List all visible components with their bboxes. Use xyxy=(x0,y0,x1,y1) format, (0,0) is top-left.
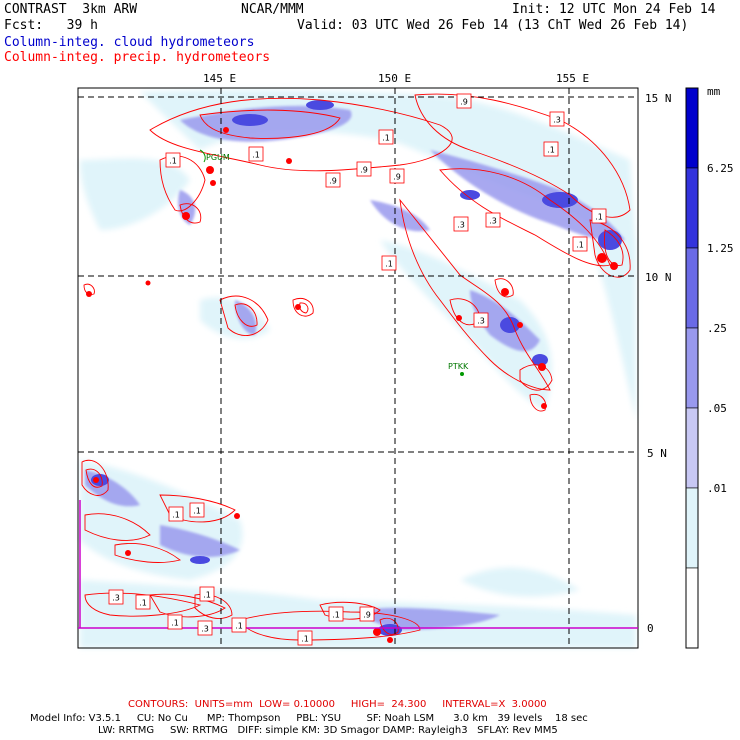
lon-label-150: 150 E xyxy=(378,72,411,85)
svg-text:.9: .9 xyxy=(393,173,401,182)
svg-text:.9: .9 xyxy=(360,166,368,175)
lon-label-155: 155 E xyxy=(556,72,589,85)
svg-text:.3: .3 xyxy=(201,625,209,634)
contour-label: .1 xyxy=(190,503,204,517)
contour-label: .3 xyxy=(550,112,564,126)
legend-swatch xyxy=(686,328,698,408)
svg-text:.1: .1 xyxy=(139,599,147,608)
lat-label-15n: 15 N xyxy=(645,92,672,105)
contour-label: .1 xyxy=(249,147,263,161)
contour-label: .1 xyxy=(592,209,606,223)
station-pgum: PGUM xyxy=(206,153,230,162)
contour-label: .3 xyxy=(474,313,488,327)
svg-text:.1: .1 xyxy=(382,134,390,143)
legend-swatch xyxy=(686,488,698,568)
svg-text:.9: .9 xyxy=(329,177,337,186)
lat-label-10n: 10 N xyxy=(645,271,672,284)
legend-swatch xyxy=(686,88,698,168)
svg-text:.1: .1 xyxy=(203,591,211,600)
contour-label: .1 xyxy=(298,631,312,645)
svg-text:.1: .1 xyxy=(301,635,309,644)
svg-text:.1: .1 xyxy=(171,619,179,628)
svg-text:.1: .1 xyxy=(235,622,243,631)
legend-swatch xyxy=(686,248,698,328)
svg-text:.1: .1 xyxy=(547,146,555,155)
contour-label: .1 xyxy=(382,256,396,270)
contour-label: .9 xyxy=(390,169,404,183)
svg-text:.3: .3 xyxy=(477,317,485,326)
contour-label: .3 xyxy=(109,590,123,604)
svg-text:.1: .1 xyxy=(169,157,177,166)
contour-info: CONTOURS: UNITS=mm LOW= 0.10000 HIGH= 24… xyxy=(128,699,547,710)
model-info: Model Info: V3.5.1 CU: No Cu MP: Thompso… xyxy=(30,713,588,724)
svg-text:.3: .3 xyxy=(457,221,465,230)
contour-label: .1 xyxy=(379,130,393,144)
contour-label: .1 xyxy=(573,237,587,251)
lon-label-145: 145 E xyxy=(203,72,236,85)
contour-label: .3 xyxy=(198,621,212,635)
contour-label: .9 xyxy=(326,173,340,187)
svg-text:.1: .1 xyxy=(385,260,393,269)
contour-label: .1 xyxy=(544,142,558,156)
lat-label-5n: 5 N xyxy=(647,447,667,460)
contour-label: .1 xyxy=(168,615,182,629)
contour-label: .1 xyxy=(166,153,180,167)
contour-label: .1 xyxy=(200,587,214,601)
contour-label: .1 xyxy=(169,507,183,521)
svg-text:.1: .1 xyxy=(172,511,180,520)
model-info-physics: LW: RRTMG SW: RRTMG DIFF: simple KM: 3D … xyxy=(98,725,558,736)
legend-swatch xyxy=(686,568,698,648)
svg-text:.3: .3 xyxy=(112,594,120,603)
legend: mm 6.25 1.25 .25 .05 .01 xyxy=(686,85,734,648)
contour-label: .1 xyxy=(136,595,150,609)
legend-value: .25 xyxy=(707,322,727,335)
legend-value: 1.25 xyxy=(707,242,734,255)
contour-label: .3 xyxy=(454,217,468,231)
contour-label: .3 xyxy=(486,213,500,227)
contour-label: .1 xyxy=(232,618,246,632)
svg-text:.1: .1 xyxy=(193,507,201,516)
lat-labels: 15 N 10 N 5 N 0 xyxy=(645,92,672,635)
legend-unit: mm xyxy=(707,85,721,98)
lat-label-0: 0 xyxy=(647,622,654,635)
legend-value: .05 xyxy=(707,402,727,415)
svg-text:.1: .1 xyxy=(252,151,260,160)
svg-text:.1: .1 xyxy=(576,241,584,250)
contour-label: .9 xyxy=(457,94,471,108)
svg-text:.9: .9 xyxy=(363,611,371,620)
contour-label: .9 xyxy=(357,162,371,176)
station-ptkk: PTKK xyxy=(448,362,469,371)
contour-label: .1 xyxy=(329,607,343,621)
svg-text:.3: .3 xyxy=(553,116,561,125)
contour-label: .9 xyxy=(360,607,374,621)
svg-text:.9: .9 xyxy=(460,98,468,107)
legend-swatch xyxy=(686,168,698,248)
legend-value: .01 xyxy=(707,482,727,495)
legend-swatch xyxy=(686,408,698,488)
svg-text:.3: .3 xyxy=(489,217,497,226)
lon-labels: 145 E 150 E 155 E xyxy=(203,72,589,85)
svg-text:.1: .1 xyxy=(595,213,603,222)
legend-value: 6.25 xyxy=(707,162,734,175)
svg-text:.1: .1 xyxy=(332,611,340,620)
